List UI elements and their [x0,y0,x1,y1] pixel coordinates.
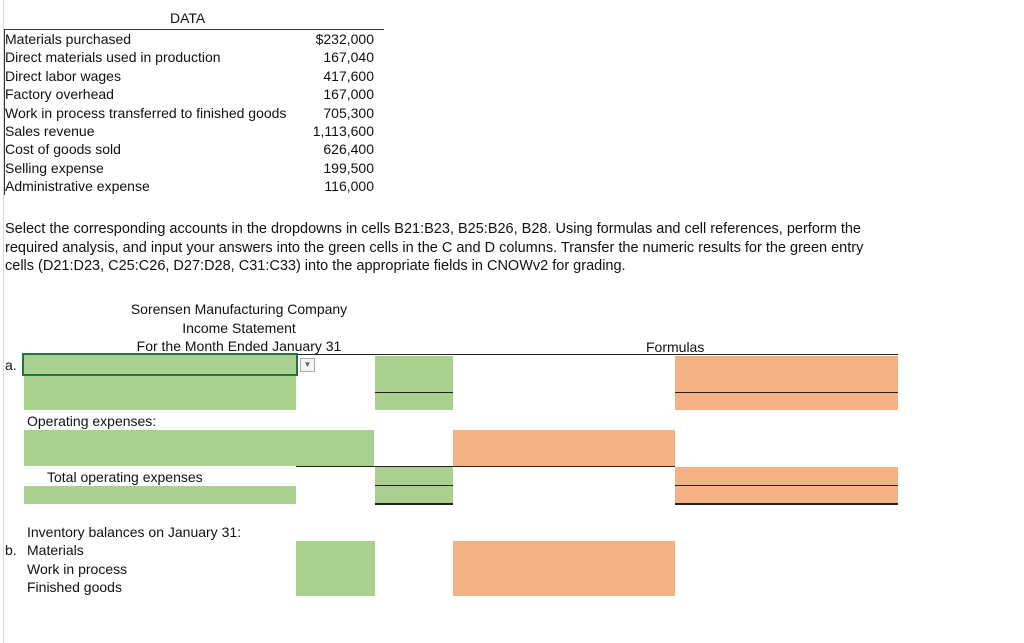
statement-period: For the Month Ended January 31 [136,338,342,354]
account-entry-cell[interactable] [24,376,296,410]
entry-cell-double-rule [375,503,453,505]
data-value: 167,000 [323,86,374,103]
instructions-text: Select the corresponding accounts in the… [5,221,864,274]
data-row[interactable]: Cost of goods sold 626,400 [4,140,384,158]
data-value: 1,113,600 [312,122,374,139]
data-value: 705,300 [323,104,374,121]
materials-label: Materials [27,542,84,558]
data-value: $232,000 [315,31,374,47]
data-label: Work in process transferred to finished … [5,104,287,121]
data-label: Administrative expense [5,178,150,195]
data-title: DATA [170,10,206,26]
data-row[interactable]: Factory overhead 167,000 [4,85,384,103]
operating-expense-entry-cells[interactable] [24,430,374,466]
inventory-entry-cells[interactable] [296,541,375,596]
total-operating-expenses-label: Total operating expenses [47,469,203,485]
data-label: Sales revenue [5,122,95,139]
data-value: 199,500 [323,159,374,176]
chevron-down-icon[interactable]: ▼ [300,358,315,372]
data-label: Direct materials used in production [5,49,221,66]
data-row[interactable]: Direct materials used in production 167,0… [4,48,384,66]
formula-cell-rule [675,392,898,393]
finished-goods-label: Finished goods [27,579,122,595]
company-name: Sorensen Manufacturing Company [130,301,348,317]
inventory-formula-cells[interactable] [453,541,675,596]
data-row[interactable]: Selling expense 199,500 [4,159,384,177]
data-left-border [4,29,5,195]
data-row[interactable]: Direct labor wages 417,600 [4,67,384,85]
formula-cell-f21[interactable] [675,356,898,410]
data-label: Selling expense [5,159,104,176]
entry-cell-rule [375,485,453,486]
formula-cell-rule [675,485,898,486]
data-label: Materials purchased [5,31,132,47]
data-row[interactable]: Materials purchased $232,000 [4,30,384,48]
formulas-header: Formulas [646,339,705,355]
row-b-label: b. [5,542,17,558]
data-label: Cost of goods sold [5,141,121,158]
data-label: Direct labor wages [5,67,121,84]
data-value: 417,600 [323,67,374,84]
data-value: 626,400 [323,141,374,158]
account-dropdown-cell[interactable] [22,353,298,376]
sheet-left-gridline [3,0,4,643]
formula-cell-double-rule [675,503,898,505]
data-row[interactable]: Work in process transferred to finished … [4,104,384,122]
work-in-process-label: Work in process [27,561,128,577]
row-a-label: a. [5,357,17,373]
statement-title: Income Statement [182,320,296,336]
header-rule [24,354,898,355]
data-row[interactable]: Sales revenue 1,113,600 [4,122,384,140]
account-entry-cell[interactable] [24,486,296,504]
data-value: 116,000 [324,178,374,195]
data-row[interactable]: Administrative expense 116,000 [4,177,384,195]
operating-expense-rule [296,466,675,467]
data-table: Materials purchased $232,000 Direct mater… [4,29,384,196]
data-label: Factory overhead [5,86,114,103]
formula-cell-e25[interactable] [453,430,675,466]
entry-cell-d21[interactable] [375,356,453,410]
data-value: 167,040 [323,49,374,66]
inventory-heading: Inventory balances on January 31: [27,524,242,540]
entry-cell-rule [375,392,453,393]
operating-expenses-label: Operating expenses: [27,413,157,429]
